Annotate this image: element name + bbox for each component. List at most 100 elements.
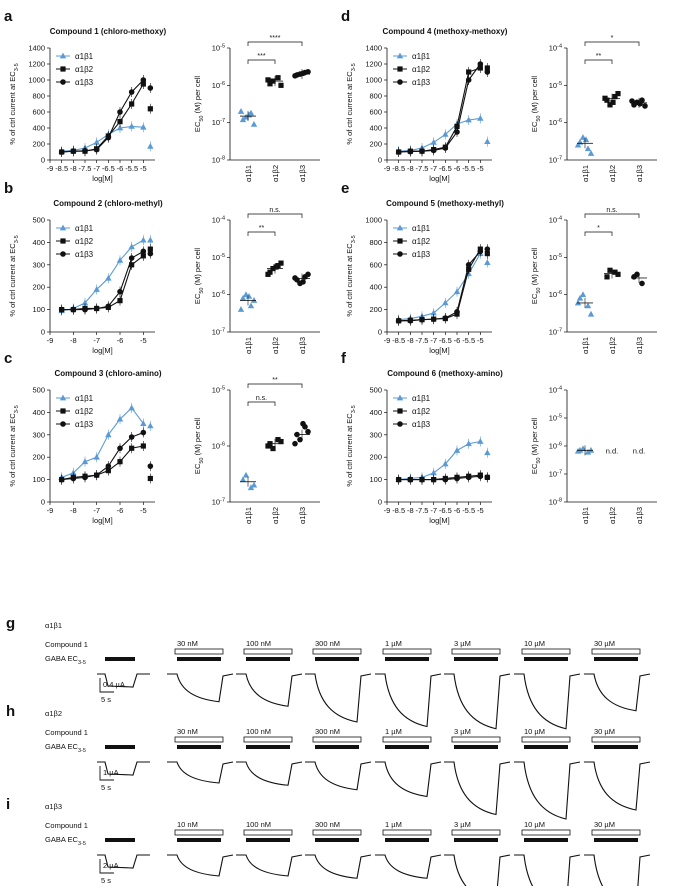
x-tick-label: -6.5 [439, 336, 452, 345]
ec50-point [305, 271, 311, 278]
ec50-point [237, 108, 245, 114]
legend-label: α1β1 [75, 394, 94, 403]
legend-marker [397, 79, 403, 85]
fit-curve [398, 248, 481, 322]
gaba-bar [246, 838, 290, 842]
ec50-point [275, 75, 281, 81]
ec50-point [278, 260, 284, 266]
concentration-label: 30 µM [594, 820, 615, 829]
y-tick-label: 10-7 [212, 328, 225, 337]
x-category-label: α1β2 [271, 507, 280, 524]
ec50-point [297, 436, 303, 443]
y-tick-label: 10-6 [549, 118, 562, 127]
y-tick-label: 200 [369, 453, 382, 462]
data-point [128, 404, 135, 411]
ec50-point [237, 306, 245, 312]
ec50-point [245, 292, 253, 299]
ec50-point [300, 420, 306, 427]
x-tick-label: -8.5 [392, 336, 405, 345]
data-point [465, 474, 472, 481]
data-point [430, 316, 437, 322]
data-point [147, 475, 153, 482]
data-point [407, 148, 414, 155]
y-tick-label: 300 [32, 260, 45, 269]
scale-bar [99, 766, 114, 781]
ec50-point [292, 275, 298, 281]
ec50-point [584, 448, 592, 455]
y-tick-label: 100 [32, 475, 45, 484]
ec50-point [250, 297, 258, 303]
y-tick-label: 10-5 [549, 253, 562, 262]
x-category-label: α1β3 [298, 507, 307, 524]
data-point [147, 250, 154, 257]
x-tick-label: -7.5 [79, 164, 92, 173]
legend-label: α1β2 [75, 65, 94, 74]
x-tick-label: -5.5 [462, 164, 475, 173]
legend-label: α1β1 [412, 394, 431, 403]
ec50-point [604, 274, 610, 280]
y-tick-label: 400 [369, 124, 382, 133]
x-axis-label: log[M] [92, 516, 112, 525]
significance-bracket [247, 41, 303, 46]
gaba-row-label: GABA EC3-5 [45, 654, 86, 666]
data-point [70, 475, 77, 482]
x-tick-label: -7 [430, 506, 437, 515]
x-category-label: α1β2 [271, 337, 280, 354]
x-tick-label: -5.5 [462, 336, 475, 345]
current-trace [305, 854, 372, 879]
data-point [81, 299, 89, 306]
y-tick-label: 1000 [28, 76, 45, 85]
data-point [477, 115, 484, 121]
panel-title: Compound 1 (chloro-methoxy) [50, 27, 167, 36]
data-point [140, 77, 147, 83]
ec50-point [574, 299, 582, 306]
legend-label: α1β2 [75, 237, 94, 246]
y-axis-label: % of ctrl current at EC3-5 [345, 63, 357, 144]
legend-label: α1β3 [412, 250, 431, 259]
gaba-row-label: GABA EC3-5 [45, 835, 86, 847]
data-point [116, 415, 124, 422]
gaba-bar [594, 745, 638, 749]
x-tick-label: -5 [140, 164, 147, 173]
legend-marker [60, 251, 66, 257]
scale-amp-label: 1 µA [103, 768, 119, 777]
compound-bar [521, 736, 571, 743]
current-trace [167, 673, 234, 703]
data-point [129, 262, 135, 268]
x-tick-label: -5 [477, 506, 484, 515]
y-tick-label: 800 [369, 92, 382, 101]
y-tick-label: 500 [369, 386, 382, 395]
data-point [442, 476, 449, 483]
data-point [117, 459, 123, 465]
significance-bracket [584, 59, 613, 64]
data-point [466, 69, 472, 75]
x-tick-label: -9 [384, 336, 391, 345]
y-tick-label: 10-7 [212, 498, 225, 507]
data-point [484, 259, 491, 265]
compound-row-label: Compound 1 [45, 728, 88, 737]
y-tick-label: 10-4 [549, 216, 562, 225]
fit-curve [61, 407, 144, 478]
compound-bar [382, 829, 432, 836]
y-tick-label: 200 [32, 140, 45, 149]
data-point [484, 474, 491, 481]
y-tick-label: 10-4 [549, 386, 562, 395]
current-trace [584, 761, 651, 811]
y-tick-label: 200 [369, 305, 382, 314]
y-tick-label: 10-6 [549, 290, 562, 299]
y-tick-label: 1200 [28, 60, 45, 69]
legend-label: α1β1 [412, 52, 431, 61]
ec50-point [305, 69, 311, 75]
data-point [419, 148, 425, 154]
panel-letter: d [341, 8, 350, 25]
x-category-label: α1β3 [635, 507, 644, 524]
significance-bracket [247, 59, 276, 64]
y-tick-label: 1000 [365, 216, 382, 225]
gaba-bar [454, 838, 498, 842]
x-tick-label: -8 [70, 164, 77, 173]
data-point [419, 316, 425, 323]
legend-marker [397, 66, 403, 72]
x-category-label: α1β1 [581, 337, 590, 354]
concentration-label: 30 µM [594, 727, 615, 736]
y-tick-label: 10-5 [549, 81, 562, 90]
